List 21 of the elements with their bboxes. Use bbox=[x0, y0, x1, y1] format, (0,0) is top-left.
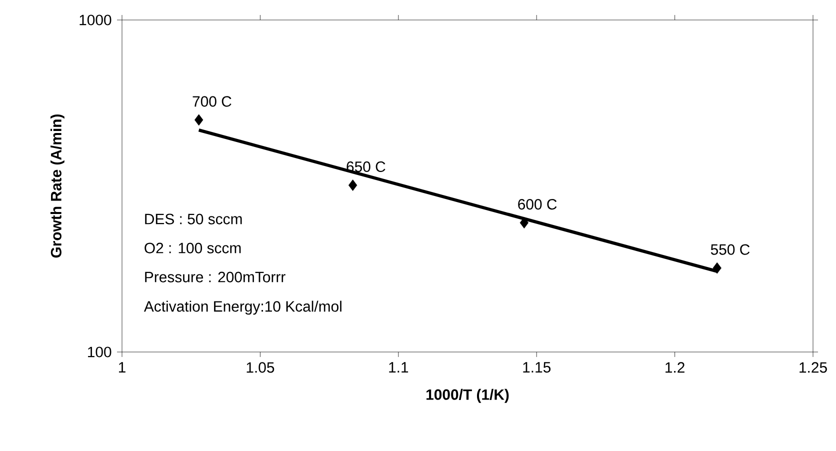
y-tick-label: 100 bbox=[88, 346, 112, 358]
point bbox=[348, 179, 358, 191]
point bbox=[712, 262, 722, 274]
annotation: 700 C bbox=[192, 96, 232, 107]
x-tick-label: 1.1 bbox=[389, 362, 408, 372]
x-tick-label: 1.2 bbox=[666, 362, 684, 373]
point bbox=[520, 217, 528, 228]
annotation: O2 : 100 sccm bbox=[144, 242, 241, 254]
x-tick-label: 1.15 bbox=[523, 362, 551, 373]
point bbox=[194, 114, 204, 126]
x-tick-label: 1.25 bbox=[800, 362, 827, 373]
annotation: Activation Energy:10 Kcal/mol bbox=[144, 300, 342, 315]
annotation: 600 C bbox=[518, 199, 557, 210]
x-tick-label: 1 bbox=[118, 362, 126, 372]
annotation: Pressure : 200mTorrr bbox=[145, 272, 286, 282]
x-tick-label: 1.05 bbox=[246, 362, 274, 373]
annotation: 550 C bbox=[710, 244, 750, 255]
y-tick-label: 1000 bbox=[80, 14, 112, 26]
y-axis-title: Growth Rate (A/min) bbox=[50, 114, 64, 258]
x-axis-title: 1000/T (1/K) bbox=[426, 388, 509, 403]
annotation: DES : 50 sccm bbox=[145, 214, 242, 224]
